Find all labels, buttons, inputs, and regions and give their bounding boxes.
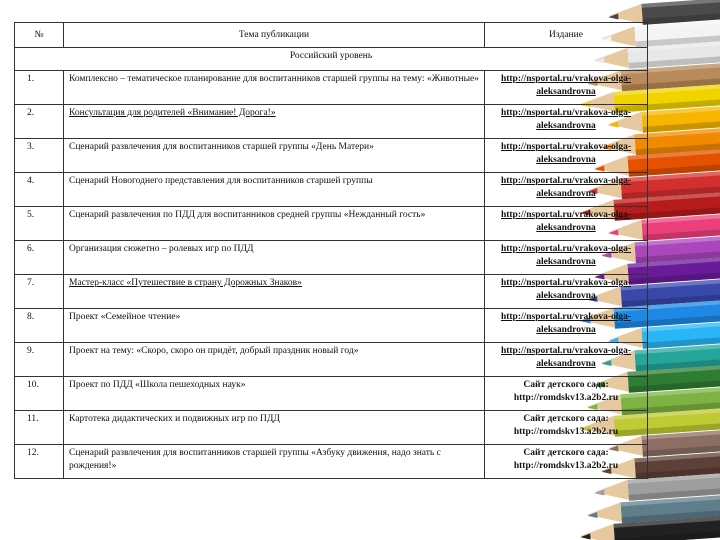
header-number: №	[14, 22, 64, 48]
publication-link[interactable]: http://nsportal.ru/vrakova-olga-aleksand…	[484, 274, 648, 309]
publication-link[interactable]: http://nsportal.ru/vrakova-olga-aleksand…	[484, 206, 648, 241]
row-topic: Проект «Семейное чтение»	[63, 308, 485, 343]
row-topic: Мастер-класс «Путешествие в страну Дорож…	[63, 274, 485, 309]
kindergarten-site-cell: Сайт детского сада: http://romdskv13.a2b…	[484, 410, 648, 445]
row-topic: Картотека дидактических и подвижных игр …	[63, 410, 485, 445]
row-topic: Консультация для родителей «Внимание! До…	[63, 104, 485, 139]
header-topic: Тема публикации	[63, 22, 485, 48]
section-title: Российский уровень	[14, 47, 648, 71]
site-url[interactable]: http://romdskv13.a2b2.ru	[513, 392, 619, 403]
publication-link[interactable]: http://nsportal.ru/vrakova-olga-aleksand…	[484, 70, 648, 105]
table-header-row: № Тема публикации Издание	[14, 22, 648, 48]
table-row: 7. Мастер-класс «Путешествие в страну До…	[14, 274, 648, 309]
table-row: 4. Сценарий Новогоднего представления дл…	[14, 172, 648, 207]
table-row: 11. Картотека дидактических и подвижных …	[14, 410, 648, 445]
section-row: Российский уровень	[14, 47, 648, 71]
table-row: 8. Проект «Семейное чтение» http://nspor…	[14, 308, 648, 343]
row-topic: Проект по ПДД «Школа пешеходных наук»	[63, 376, 485, 411]
site-url[interactable]: http://romdskv13.a2b2.ru	[513, 460, 619, 471]
row-number: 11.	[14, 410, 64, 445]
table-row: 10. Проект по ПДД «Школа пешеходных наук…	[14, 376, 648, 411]
site-label: Сайт детского сада:	[523, 414, 609, 424]
row-number: 5.	[14, 206, 64, 241]
publication-link[interactable]: http://nsportal.ru/vrakova-olga-aleksand…	[484, 172, 648, 207]
table-row: 6. Организация сюжетно – ролевых игр по …	[14, 240, 648, 275]
row-topic: Комплексно – тематическое планирование д…	[63, 70, 485, 105]
row-number: 12.	[14, 444, 64, 479]
row-topic: Сценарий Новогоднего представления для в…	[63, 172, 485, 207]
row-number: 7.	[14, 274, 64, 309]
row-topic: Организация сюжетно – ролевых игр по ПДД	[63, 240, 485, 275]
table-row: 2. Консультация для родителей «Внимание!…	[14, 104, 648, 139]
row-topic: Сценарий развлечения по ПДД для воспитан…	[63, 206, 485, 241]
publication-link[interactable]: http://nsportal.ru/vrakova-olga-aleksand…	[484, 240, 648, 275]
publications-table: № Тема публикации Издание Российский уро…	[14, 22, 648, 479]
row-number: 10.	[14, 376, 64, 411]
site-url[interactable]: http://romdskv13.a2b2.ru	[513, 426, 619, 437]
table-row: 12. Сценарий развлечения для воспитанник…	[14, 444, 648, 479]
row-number: 3.	[14, 138, 64, 173]
table-row: 5. Сценарий развлечения по ПДД для воспи…	[14, 206, 648, 241]
publication-link[interactable]: http://nsportal.ru/vrakova-olga-aleksand…	[484, 104, 648, 139]
table-row: 1. Комплексно – тематическое планировани…	[14, 70, 648, 105]
row-number: 4.	[14, 172, 64, 207]
row-number: 2.	[14, 104, 64, 139]
table-row: 9. Проект на тему: «Скоро, скоро он прид…	[14, 342, 648, 377]
row-number: 1.	[14, 70, 64, 105]
row-number: 9.	[14, 342, 64, 377]
publication-link[interactable]: http://nsportal.ru/vrakova-olga-aleksand…	[484, 138, 648, 173]
site-label: Сайт детского сада:	[523, 380, 609, 390]
publication-link[interactable]: http://nsportal.ru/vrakova-olga-aleksand…	[484, 308, 648, 343]
kindergarten-site-cell: Сайт детского сада: http://romdskv13.a2b…	[484, 444, 648, 479]
row-number: 6.	[14, 240, 64, 275]
row-topic: Проект на тему: «Скоро, скоро он придёт,…	[63, 342, 485, 377]
header-publication: Издание	[484, 22, 648, 48]
row-number: 8.	[14, 308, 64, 343]
site-label: Сайт детского сада:	[523, 448, 609, 458]
publication-link[interactable]: http://nsportal.ru/vrakova-olga-aleksand…	[484, 342, 648, 377]
row-topic: Сценарий развлечения для воспитанников с…	[63, 138, 485, 173]
table-row: 3. Сценарий развлечения для воспитаннико…	[14, 138, 648, 173]
row-topic: Сценарий развлечения для воспитанников с…	[63, 444, 485, 479]
kindergarten-site-cell: Сайт детского сада: http://romdskv13.a2b…	[484, 376, 648, 411]
